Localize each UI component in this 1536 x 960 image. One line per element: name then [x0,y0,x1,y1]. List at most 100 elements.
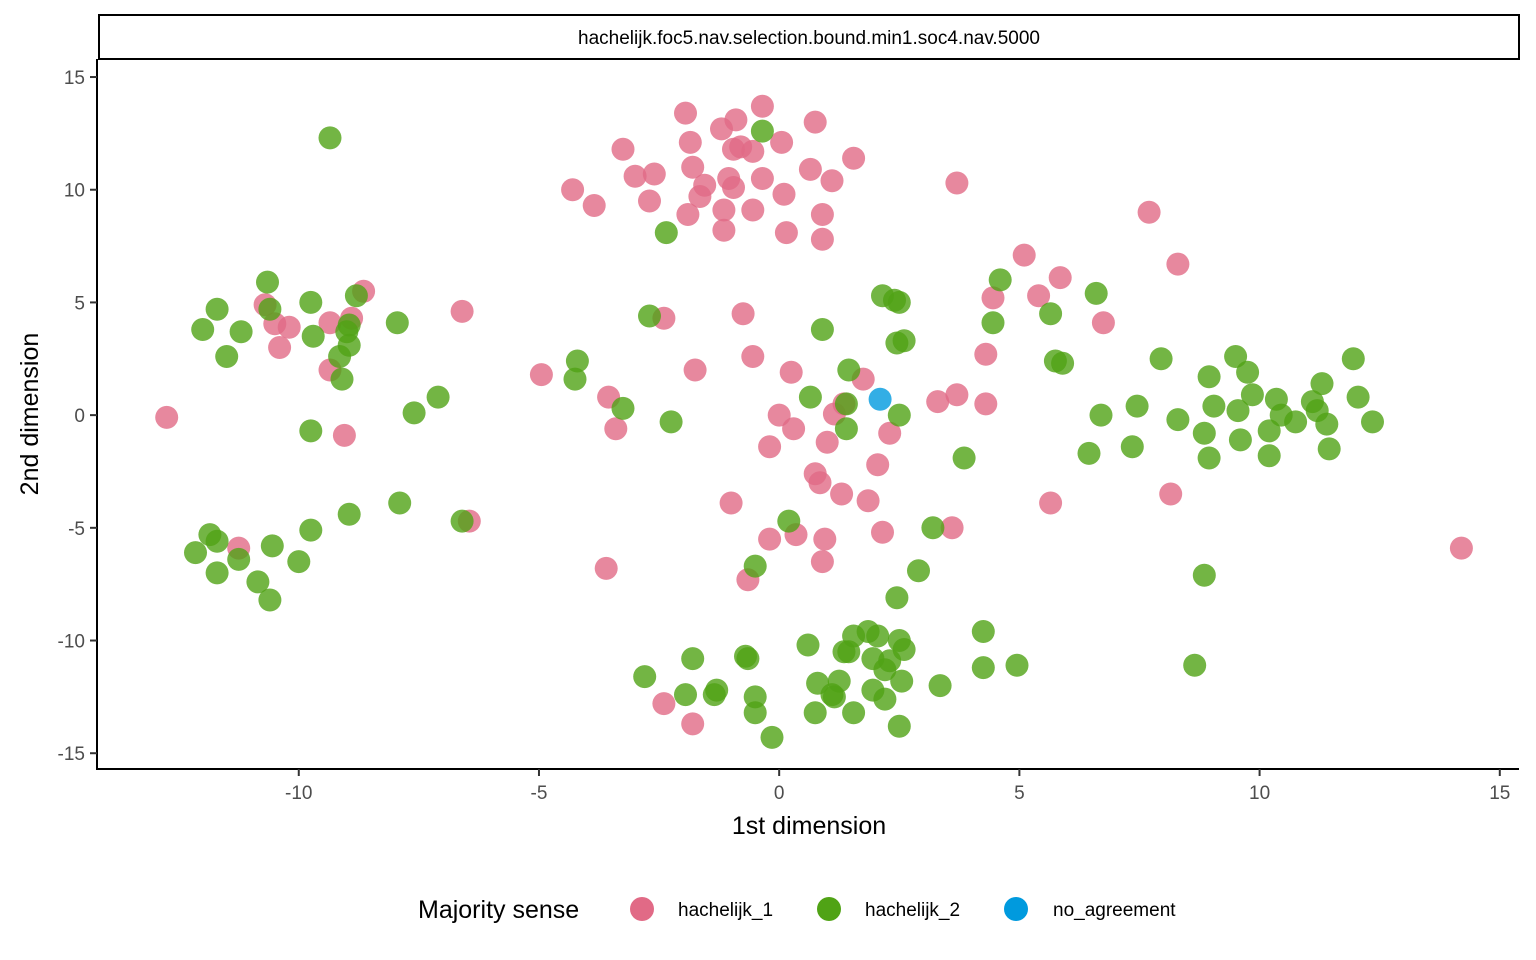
point-hachelijk-1 [450,299,474,323]
legend-label-no-agreement: no_agreement [1053,900,1176,921]
point-hachelijk-2 [344,284,368,308]
point-hachelijk-2 [659,410,683,434]
point-hachelijk-2 [1192,563,1216,587]
point-hachelijk-1 [810,227,834,251]
point-hachelijk-2 [205,529,229,553]
point-hachelijk-2 [887,714,911,738]
point-hachelijk-2 [287,550,311,574]
point-hachelijk-1 [683,358,707,382]
point-hachelijk-1 [652,692,676,716]
point-hachelijk-1 [268,336,292,359]
point-hachelijk-1 [722,176,745,199]
point-hachelijk-1 [856,489,880,513]
point-hachelijk-2 [887,290,911,314]
point-hachelijk-2 [337,502,361,526]
point-hachelijk-2 [760,725,784,749]
point-hachelijk-1 [529,363,553,387]
point-hachelijk-1 [758,435,782,459]
point-hachelijk-2 [928,674,952,698]
point-hachelijk-1 [1039,491,1063,515]
point-hachelijk-2 [834,417,858,441]
point-hachelijk-1 [741,345,765,368]
point-hachelijk-1 [750,94,774,118]
point-hachelijk-2 [892,329,916,353]
point-hachelijk-1 [758,527,782,551]
point-hachelijk-1 [813,527,837,551]
point-hachelijk-2 [837,358,861,382]
point-hachelijk-2 [1183,653,1207,677]
point-hachelijk-2 [385,311,409,335]
y-tick-label: -10 [58,632,85,653]
y-ticks: -15 -10 -5 0 5 10 15 [58,68,97,765]
point-hachelijk-1 [767,403,791,427]
point-hachelijk-2 [1089,403,1113,427]
point-hachelijk-2 [873,687,897,711]
point-hachelijk-1 [638,189,661,213]
point-hachelijk-1 [1159,482,1183,506]
legend: Majority sense hachelijk_1 hachelijk_2 n… [418,896,1176,924]
point-hachelijk-2 [1084,281,1108,305]
x-tick-label: 10 [1249,783,1270,804]
point-hachelijk-2 [299,419,323,443]
point-hachelijk-2 [777,509,801,533]
point-hachelijk-2 [981,311,1005,335]
point-hachelijk-1 [1137,200,1161,224]
point-hachelijk-2 [260,534,284,558]
y-tick-label: -15 [58,744,85,765]
facet-strip [98,14,1520,60]
point-hachelijk-2 [388,491,412,515]
point-hachelijk-1 [277,315,301,339]
point-hachelijk-1 [974,342,998,366]
point-hachelijk-2 [866,624,890,648]
point-hachelijk-2 [1149,347,1173,371]
legend-key-hachelijk-2 [817,897,841,921]
point-hachelijk-1 [1048,266,1072,290]
point-hachelijk-2 [834,392,858,416]
point-hachelijk-1 [681,155,705,179]
point-hachelijk-2 [1310,372,1334,396]
facet-title: hachelijk.foc5.nav.selection.bound.min1.… [578,28,1040,49]
point-hachelijk-2 [563,367,587,391]
legend-label-hachelijk-2: hachelijk_2 [865,900,960,921]
point-hachelijk-2 [565,349,589,373]
point-hachelijk-2 [1315,412,1339,436]
point-hachelijk-1 [681,712,705,736]
point-hachelijk-1 [1027,284,1051,308]
point-hachelijk-2 [1224,345,1248,368]
point-hachelijk-2 [988,268,1012,292]
point-hachelijk-2 [229,320,253,344]
point-hachelijk-2 [750,119,774,143]
point-hachelijk-2 [681,647,705,671]
point-hachelijk-2 [921,516,945,540]
point-hachelijk-1 [945,383,969,407]
point-hachelijk-1 [642,162,666,186]
point-hachelijk-2 [205,561,229,585]
point-hachelijk-2 [1346,385,1370,409]
point-hachelijk-2 [426,385,450,409]
point-hachelijk-2 [892,638,916,661]
point-hachelijk-1 [710,117,733,141]
point-hachelijk-2 [450,509,474,533]
point-hachelijk-1 [774,221,798,245]
legend-label-hachelijk-1: hachelijk_1 [678,900,773,921]
point-hachelijk-2 [1197,365,1221,389]
point-hachelijk-2 [743,685,767,709]
point-hachelijk-1 [623,164,647,188]
point-hachelijk-1 [318,311,342,335]
point-hachelijk-2 [318,126,342,150]
x-tick-label: 15 [1489,783,1510,804]
legend-key-hachelijk-1 [630,897,654,921]
point-hachelijk-1 [678,130,702,154]
point-no-agreement [868,387,892,411]
y-tick-label: 15 [64,68,85,89]
point-hachelijk-1 [820,169,844,193]
point-hachelijk-2 [191,318,215,341]
point-hachelijk-2 [256,270,279,294]
point-hachelijk-1 [770,130,794,154]
point-hachelijk-2 [798,385,822,409]
point-hachelijk-2 [258,588,282,612]
legend-key-no-agreement [1004,897,1028,921]
point-hachelijk-2 [258,297,282,321]
